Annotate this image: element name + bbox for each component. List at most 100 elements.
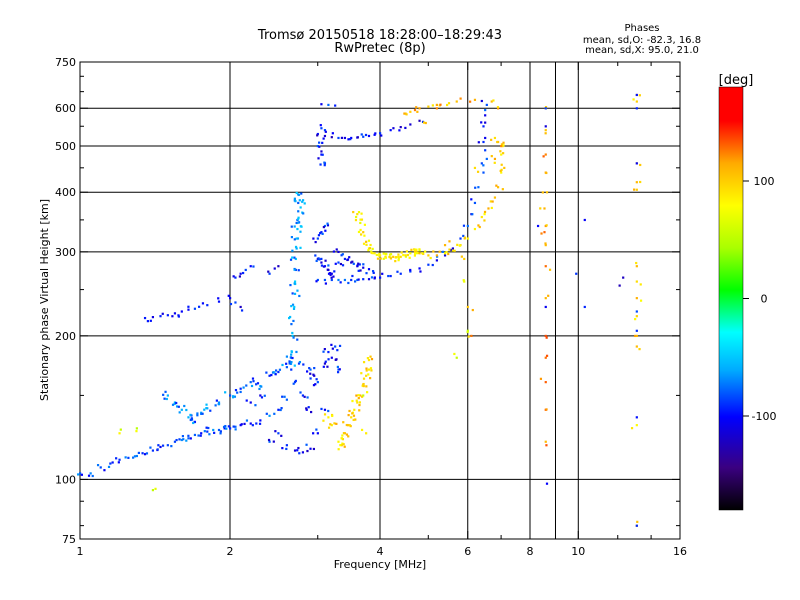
scatter-points: [77, 93, 643, 527]
data-point: [297, 221, 300, 224]
data-point: [293, 238, 296, 241]
data-point: [341, 253, 344, 256]
data-point: [135, 454, 138, 458]
data-point: [384, 256, 388, 259]
data-point: [353, 408, 356, 411]
data-point: [323, 362, 327, 365]
data-point: [545, 482, 549, 485]
data-point: [466, 330, 469, 334]
data-point: [635, 416, 638, 419]
x-tick-label: 16: [673, 545, 687, 558]
data-point: [415, 248, 418, 251]
data-point: [166, 444, 169, 447]
data-point: [292, 382, 295, 385]
data-point: [397, 255, 400, 258]
data-point: [362, 263, 365, 266]
data-point: [358, 403, 361, 407]
data-point: [240, 423, 243, 426]
data-point: [306, 449, 309, 453]
data-point: [193, 307, 197, 310]
data-point: [315, 428, 318, 431]
data-point: [367, 134, 371, 138]
data-point: [348, 256, 351, 259]
data-point: [326, 224, 330, 227]
data-point: [379, 132, 382, 135]
data-point: [181, 435, 185, 438]
plot-area: 1 2 4 6 8 10 16 75 100 200 300 400 500 600 750: [55, 56, 687, 558]
data-point: [346, 424, 350, 427]
data-point: [500, 143, 504, 146]
data-point: [249, 265, 252, 268]
data-point: [281, 447, 284, 450]
data-point: [320, 153, 323, 156]
data-point: [327, 272, 331, 275]
data-point: [118, 458, 121, 461]
data-point: [484, 136, 487, 140]
data-point: [268, 374, 271, 377]
data-point: [441, 250, 444, 253]
data-point: [133, 455, 137, 458]
data-point: [293, 292, 297, 295]
data-point: [639, 299, 643, 302]
data-point: [541, 191, 544, 194]
data-point: [193, 420, 196, 424]
data-point: [291, 256, 294, 259]
data-point: [301, 200, 304, 203]
data-point: [490, 138, 493, 141]
data-point: [290, 236, 294, 239]
data-point: [180, 408, 183, 411]
data-point: [466, 237, 469, 240]
data-point: [103, 469, 106, 472]
data-point: [149, 446, 152, 449]
data-point: [484, 121, 487, 124]
data-point: [164, 390, 167, 393]
data-point: [135, 430, 138, 433]
data-point: [544, 381, 547, 384]
data-point: [293, 305, 296, 309]
data-point: [345, 423, 348, 427]
data-point: [366, 357, 369, 360]
data-point: [435, 107, 438, 110]
data-point: [327, 103, 330, 107]
data-point: [318, 258, 321, 261]
data-point: [367, 278, 371, 281]
data-point: [178, 438, 181, 441]
data-point: [297, 216, 300, 219]
data-point: [635, 329, 638, 332]
data-point: [379, 257, 382, 260]
data-point: [200, 412, 203, 415]
data-point: [474, 186, 477, 189]
data-point: [233, 395, 237, 398]
data-point: [333, 422, 336, 425]
data-point: [185, 439, 188, 442]
data-point: [151, 449, 155, 452]
data-point: [359, 228, 362, 232]
data-point: [635, 345, 638, 348]
data-point: [413, 254, 417, 257]
data-point: [324, 259, 327, 262]
data-point: [632, 98, 635, 101]
data-point: [293, 449, 297, 452]
data-point: [183, 404, 186, 408]
data-point: [280, 434, 283, 437]
data-point: [484, 149, 487, 152]
data-point: [323, 348, 326, 351]
data-point: [462, 234, 465, 238]
data-point: [322, 137, 325, 140]
data-point: [339, 444, 342, 447]
data-point: [227, 425, 230, 428]
data-point: [330, 356, 333, 359]
data-point: [229, 302, 233, 306]
data-point: [334, 262, 337, 265]
data-point: [544, 132, 547, 135]
data-point: [500, 163, 503, 166]
data-point: [156, 448, 159, 451]
data-point: [389, 253, 393, 256]
data-point: [206, 304, 209, 307]
data-point: [293, 197, 296, 200]
data-point: [118, 432, 121, 435]
data-point: [285, 355, 289, 358]
data-point: [189, 418, 192, 422]
data-point: [356, 278, 359, 282]
data-point: [219, 430, 222, 433]
